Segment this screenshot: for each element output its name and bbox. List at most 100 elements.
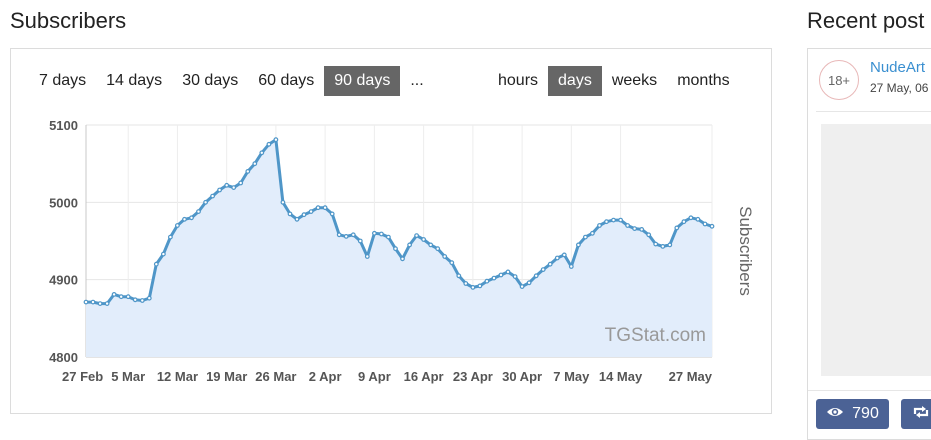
data-point	[231, 185, 237, 191]
subscribers-chart-panel: 4800 4900 5000 5100 27 Feb 5 Mar 12 Mar 19 Mar 2…	[10, 48, 772, 414]
data-point	[386, 234, 391, 240]
granularity-button-months[interactable]: months	[677, 72, 730, 89]
recent-post-card: 18+ NudeArt 27 May, 06 790	[807, 48, 931, 440]
data-point	[576, 242, 581, 248]
data-point	[266, 141, 272, 147]
data-point	[618, 217, 623, 223]
data-point	[554, 255, 560, 261]
data-point	[646, 232, 652, 238]
period-button-30-days[interactable]: 30 days	[182, 72, 239, 89]
data-point	[210, 193, 216, 199]
data-point	[421, 237, 427, 242]
data-point	[632, 226, 637, 232]
period-selector: 7 days 14 days 30 days 60 days 90 days...	[29, 66, 434, 96]
y-tick-label: 5000	[49, 195, 78, 210]
data-point	[196, 209, 201, 215]
granularity-button-weeks[interactable]: weeks	[611, 72, 658, 89]
data-point	[414, 233, 420, 239]
data-point	[442, 254, 448, 259]
post-preview-image[interactable]	[821, 124, 931, 376]
granularity-button-days[interactable]: days	[548, 66, 602, 96]
subscribers-heading: Subscribers	[10, 8, 127, 33]
data-point	[294, 216, 300, 222]
data-point	[83, 299, 89, 305]
data-point	[322, 205, 328, 211]
post-date: 27 May, 06	[870, 81, 929, 95]
data-point	[139, 298, 145, 303]
x-tick-label: 26 Mar	[255, 369, 296, 384]
y-tick-label: 5100	[49, 118, 78, 133]
x-tick-label: 27 May	[669, 369, 713, 384]
period-button-14-days[interactable]: 14 days	[106, 72, 163, 89]
y-tick-label: 4900	[49, 273, 78, 288]
data-point	[435, 246, 441, 252]
series-area	[86, 139, 712, 357]
data-point	[505, 269, 511, 275]
data-point	[561, 252, 567, 258]
x-tick-label: 2 Apr	[309, 369, 342, 384]
data-point	[470, 284, 476, 290]
data-point	[203, 199, 209, 205]
age-rating-badge: 18+	[819, 60, 859, 100]
data-point	[146, 295, 152, 301]
data-point	[343, 233, 349, 239]
card-divider	[816, 111, 931, 112]
data-point	[568, 264, 574, 269]
data-point	[350, 232, 356, 238]
data-point	[153, 261, 159, 267]
x-tick-label: 19 Mar	[206, 369, 247, 384]
data-point	[315, 205, 321, 211]
x-tick-label: 16 Apr	[404, 369, 444, 384]
granularity-button-hours[interactable]: hours	[498, 72, 539, 89]
data-point	[132, 297, 138, 303]
x-tick-label: 27 Feb	[62, 369, 103, 384]
data-point	[463, 281, 469, 286]
data-point	[456, 273, 462, 279]
x-tick-label: 23 Apr	[453, 369, 493, 384]
data-point	[357, 238, 363, 244]
channel-name-link[interactable]: NudeArt	[870, 59, 926, 76]
data-point	[639, 226, 645, 232]
data-point	[653, 241, 659, 247]
period-button-7-days[interactable]: 7 days	[39, 72, 87, 89]
eye-icon	[826, 405, 844, 423]
data-point	[428, 242, 434, 248]
data-point	[660, 243, 666, 249]
data-point	[245, 168, 251, 174]
data-point	[604, 219, 609, 225]
x-tick-label: 7 May	[553, 369, 590, 384]
data-point	[280, 199, 286, 205]
data-point	[407, 242, 413, 248]
data-point	[393, 246, 398, 252]
data-point	[125, 294, 131, 300]
actions-divider	[808, 390, 931, 391]
data-point	[400, 256, 405, 262]
shares-button[interactable]	[901, 399, 931, 429]
data-point	[519, 284, 525, 290]
data-point	[174, 223, 180, 228]
data-point	[308, 209, 314, 215]
data-point	[498, 272, 504, 278]
data-point	[695, 216, 701, 222]
data-point	[329, 211, 335, 217]
data-point	[688, 215, 694, 221]
data-point	[477, 283, 483, 289]
data-point	[547, 261, 553, 267]
data-point	[512, 274, 518, 280]
data-point	[160, 251, 166, 257]
data-point	[491, 275, 497, 281]
period-button-60-days[interactable]: 60 days	[258, 72, 315, 89]
x-tick-label: 14 May	[599, 369, 643, 384]
data-point	[301, 212, 307, 218]
data-point	[449, 260, 455, 266]
y-tick-label: 4800	[49, 350, 78, 365]
granularity-selector: hours days weeks months	[488, 66, 740, 96]
data-point	[590, 230, 595, 236]
period-button-more[interactable]: ...	[410, 72, 424, 89]
views-button[interactable]: 790	[816, 399, 889, 429]
x-tick-label: 5 Mar	[111, 369, 145, 384]
data-point	[287, 211, 293, 217]
recent-posts-heading: Recent post	[807, 8, 925, 33]
data-point	[111, 291, 117, 297]
period-button-90-days[interactable]: 90 days	[324, 66, 401, 96]
